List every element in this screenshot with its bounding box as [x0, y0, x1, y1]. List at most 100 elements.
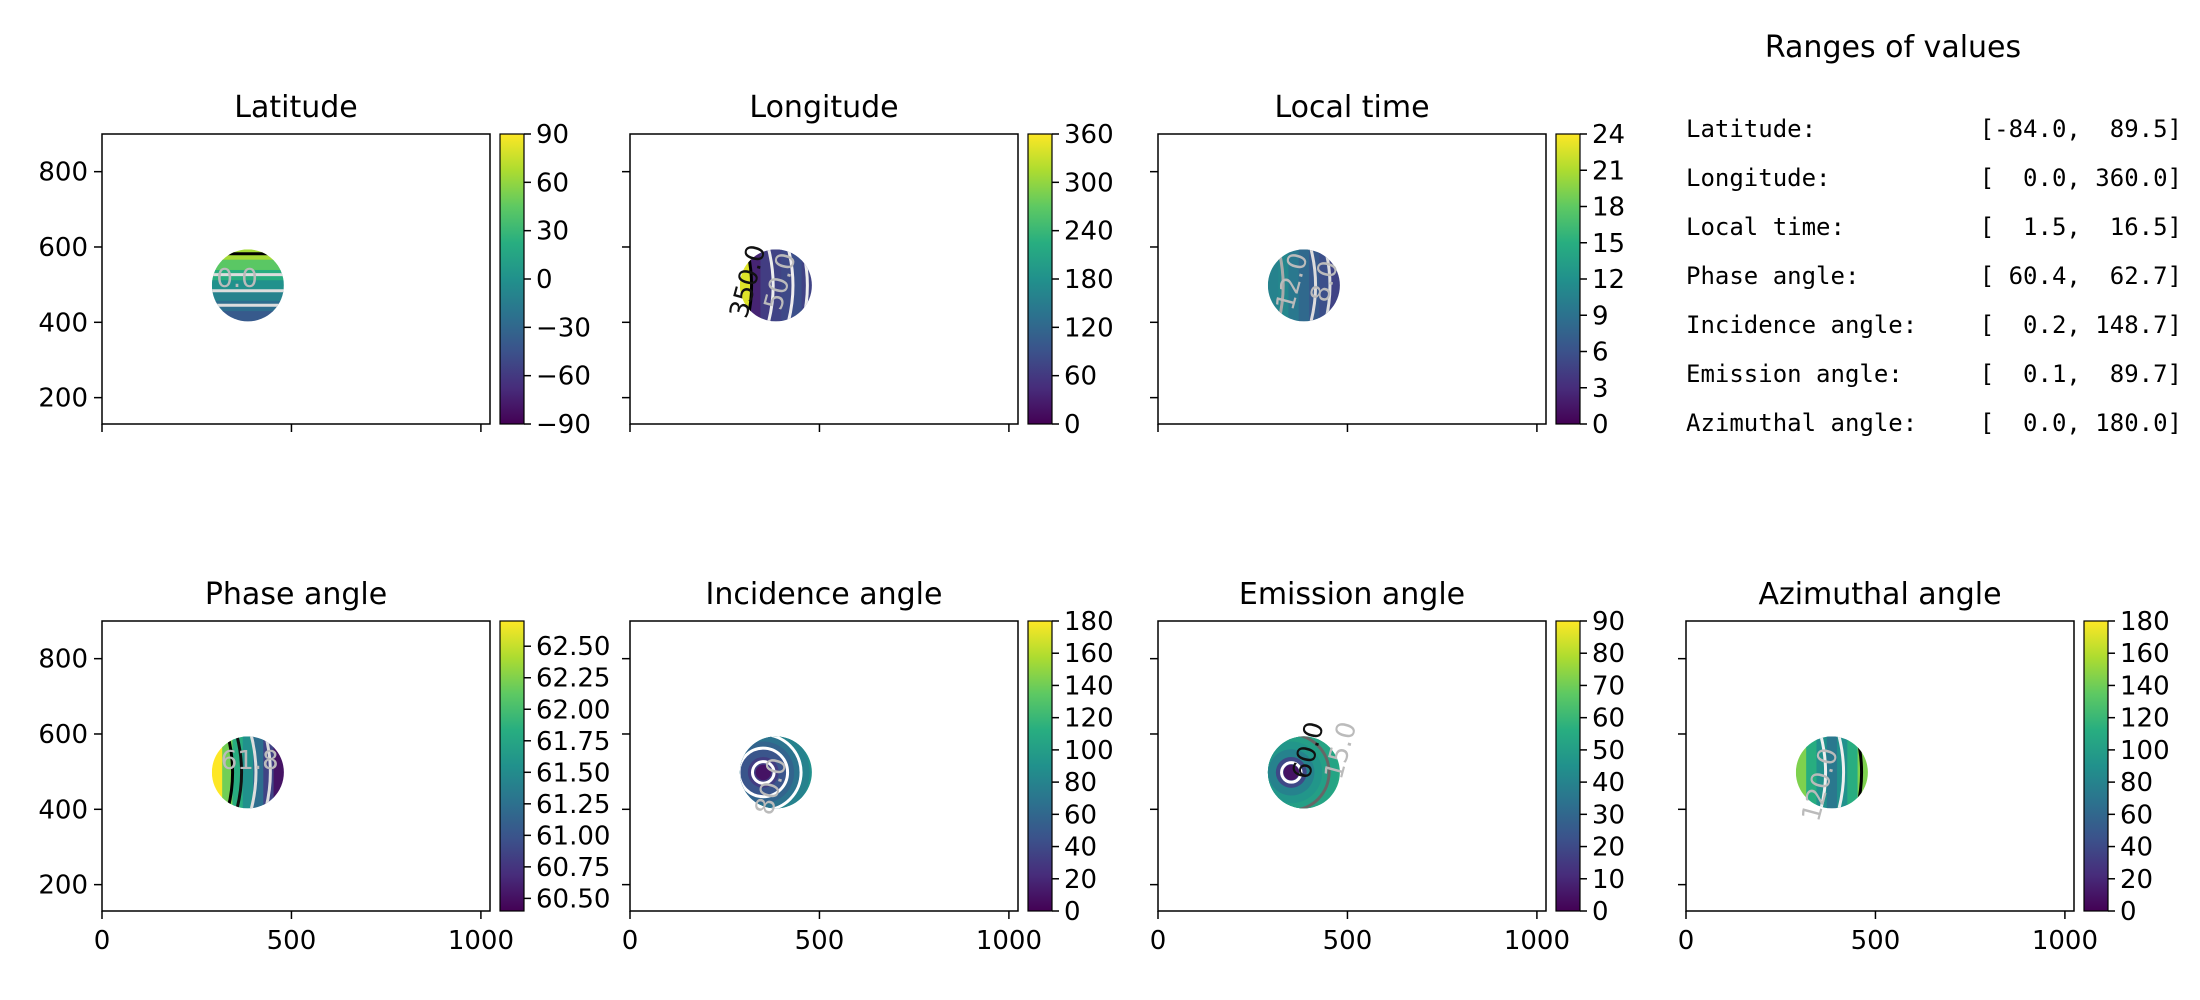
- colorbar-tick-label: 0: [1064, 897, 1081, 927]
- disk-band: [222, 736, 234, 809]
- range-name: Local time:: [1686, 213, 1845, 241]
- colorbar-tick-label: 20: [1064, 865, 1097, 895]
- colorbar-tick-label: 60: [536, 168, 569, 198]
- disk-band: [1319, 249, 1331, 322]
- axes-frame: [1157, 620, 1547, 912]
- disk-band: [1826, 736, 1839, 809]
- x-tick-label: 500: [267, 926, 317, 956]
- disk-band: [755, 764, 771, 781]
- colorbar-tick-label: 6: [1592, 338, 1609, 368]
- colorbar-tick-label: 10: [1592, 865, 1625, 895]
- panel-title: Incidence angle: [706, 577, 943, 612]
- y-tick-label: 200: [38, 871, 88, 901]
- disk-band: [1267, 249, 1280, 322]
- y-tick-label: 600: [38, 233, 88, 263]
- disk-band: [273, 736, 284, 809]
- colorbar-tick-label: 120: [1064, 313, 1114, 343]
- disk-band: [1816, 736, 1828, 809]
- colorbar-tick-label: 60.75: [536, 853, 610, 883]
- contour-line: [235, 736, 244, 809]
- disk-band: [1847, 736, 1859, 809]
- contour-line: [264, 736, 272, 809]
- contour-line: [739, 746, 790, 799]
- colorbar: [2083, 620, 2109, 912]
- disk-band: [211, 311, 284, 322]
- colorbar-tick-label: 61.50: [536, 758, 610, 788]
- colorbar-tick-label: 61.25: [536, 790, 610, 820]
- colorbar-tick-label: 0: [536, 265, 553, 295]
- axes-frame: [101, 620, 491, 912]
- colorbar-tick-label: 62.25: [536, 664, 610, 694]
- colorbar-tick-label: 0: [1064, 410, 1081, 440]
- x-tick-label: 1000: [448, 926, 514, 956]
- disk-band: [242, 736, 255, 809]
- y-tick-label: 400: [38, 795, 88, 825]
- contour-line: [739, 736, 803, 809]
- colorbar-tick-label: 100: [1064, 736, 1114, 766]
- colorbar-tick-label: 21: [1592, 156, 1625, 186]
- contour-line: [1837, 736, 1846, 809]
- y-tick-label: 400: [38, 308, 88, 338]
- colorbar-tick-label: 3: [1592, 374, 1609, 404]
- y-tick-label: 600: [38, 720, 88, 750]
- contour-line: [1819, 736, 1828, 809]
- disk-band: [781, 249, 793, 322]
- colorbar-tick-label: 18: [1592, 193, 1625, 223]
- colorbar-tick-label: 0: [1592, 897, 1609, 927]
- disk-band: [770, 249, 783, 322]
- axes-frame: [1157, 133, 1547, 425]
- colorbar-tick-label: 80: [1592, 639, 1625, 669]
- contour-line: [1309, 249, 1318, 322]
- x-tick-label: 0: [94, 926, 111, 956]
- colorbar-tick-label: 240: [1064, 217, 1114, 247]
- disk-band: [1329, 249, 1340, 322]
- colorbar-tick-label: 62.50: [536, 632, 610, 662]
- panel-title: Azimuthal angle: [1758, 577, 2001, 612]
- contour-line: [1280, 761, 1303, 784]
- colorbar-tick-label: 90: [1592, 607, 1625, 637]
- axes-frame: [629, 133, 1019, 425]
- colorbar-tick-label: 50: [1592, 736, 1625, 766]
- colorbar-tick-label: 300: [1064, 168, 1114, 198]
- x-tick-label: 500: [1851, 926, 1901, 956]
- y-tick-label: 800: [38, 645, 88, 675]
- colorbar-tick-label: 120: [2120, 704, 2170, 734]
- x-tick-label: 1000: [1504, 926, 1570, 956]
- colorbar-tick-label: 60: [1592, 704, 1625, 734]
- colorbar-tick-label: 140: [1064, 671, 1114, 701]
- colorbar-tick-label: 60.50: [536, 884, 610, 914]
- disk-band: [211, 290, 284, 302]
- colorbar-tick-label: 9: [1592, 301, 1609, 331]
- panel-title: Emission angle: [1239, 577, 1465, 612]
- colorbar-tick-label: 20: [2120, 865, 2153, 895]
- panel-title: Phase angle: [205, 577, 387, 612]
- x-tick-label: 500: [795, 926, 845, 956]
- disk-image: [1795, 736, 1868, 809]
- range-value: [ 1.5, 16.5]: [1980, 213, 2182, 241]
- x-tick-label: 500: [1323, 926, 1373, 956]
- colorbar-tick-label: 24: [1592, 120, 1625, 150]
- range-value: [ 0.1, 89.7]: [1980, 360, 2182, 388]
- colorbar-tick-label: −30: [536, 313, 591, 343]
- contour-line: [1267, 736, 1331, 809]
- colorbar-tick-label: 20: [1592, 833, 1625, 863]
- colorbar-tick-label: 60: [2120, 800, 2153, 830]
- colorbar-tick-label: 360: [1064, 120, 1114, 150]
- range-name: Incidence angle:: [1686, 311, 1917, 339]
- colorbar-tick-label: 160: [2120, 639, 2170, 669]
- x-tick-label: 0: [622, 926, 639, 956]
- colorbar-tick-label: 180: [1064, 607, 1114, 637]
- contour-label: 61.8: [221, 746, 279, 776]
- range-value: [ 0.0, 360.0]: [1980, 164, 2182, 192]
- colorbar-tick-label: 0: [1592, 410, 1609, 440]
- range-value: [ 0.2, 148.7]: [1980, 311, 2182, 339]
- contour-line: [226, 736, 235, 809]
- range-name: Longitude:: [1686, 164, 1831, 192]
- colorbar-tick-label: 120: [1064, 704, 1114, 734]
